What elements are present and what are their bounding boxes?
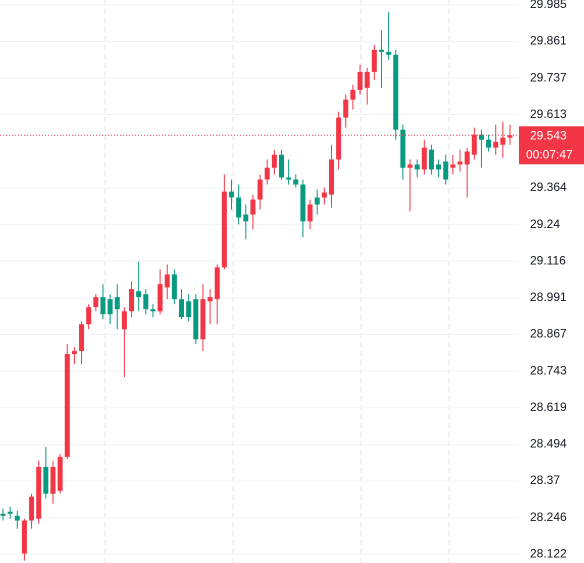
candle-body xyxy=(307,204,313,222)
candle-body xyxy=(421,147,427,170)
candle-body xyxy=(100,297,106,315)
candle-body xyxy=(129,289,135,312)
candle-body xyxy=(0,513,6,516)
candle-body xyxy=(414,164,420,170)
y-tick-label: 28.743 xyxy=(530,363,567,377)
candle-body xyxy=(43,466,49,494)
candle-body xyxy=(171,274,177,300)
candle-body xyxy=(57,456,63,491)
candle-body xyxy=(200,299,206,340)
y-tick-label: 28.494 xyxy=(530,437,567,451)
candle-body xyxy=(7,511,13,514)
candle-body xyxy=(193,299,199,340)
y-tick-label: 29.861 xyxy=(530,34,567,48)
candle-body xyxy=(229,191,235,198)
candle-body xyxy=(107,299,113,315)
candle-body xyxy=(443,161,449,180)
candle-body xyxy=(143,294,149,310)
candle-body xyxy=(457,161,463,165)
candle-body xyxy=(71,351,77,355)
time-grid xyxy=(104,0,450,563)
candle-body xyxy=(50,466,56,494)
y-tick-label: 29.24 xyxy=(530,217,560,231)
last-price-box xyxy=(519,126,584,165)
y-tick-label: 29.737 xyxy=(530,70,567,84)
y-tick-label: 29.364 xyxy=(530,180,567,194)
candle-body xyxy=(493,141,499,148)
candle-body xyxy=(371,49,377,72)
y-tick-label: 28.619 xyxy=(530,400,567,414)
candle-body xyxy=(464,151,470,165)
candle-body xyxy=(114,297,120,310)
last-price-label: 29.543 xyxy=(530,128,567,142)
candle-body xyxy=(243,214,249,222)
candle-body xyxy=(79,324,85,352)
candle-body xyxy=(507,135,513,138)
candle-body xyxy=(207,297,213,302)
y-tick-label: 28.991 xyxy=(530,290,567,304)
candle-body xyxy=(428,149,434,170)
candle-body xyxy=(321,192,327,198)
candle-body xyxy=(386,51,392,55)
candle-body xyxy=(471,134,477,155)
candle-body xyxy=(278,154,284,178)
candle-body xyxy=(93,297,99,308)
candle-body xyxy=(257,179,263,200)
candle-body xyxy=(86,307,92,325)
y-tick-label: 28.246 xyxy=(530,510,567,524)
candle-body xyxy=(286,177,292,180)
y-tick-label: 29.116 xyxy=(530,253,566,267)
candle-body xyxy=(221,191,227,268)
candle-body xyxy=(179,299,185,318)
candle-body xyxy=(157,284,163,312)
candle-body xyxy=(293,179,299,185)
candle-body xyxy=(136,291,142,298)
candle-body xyxy=(164,274,170,288)
countdown-label: 00:07:47 xyxy=(526,147,573,161)
candle-body xyxy=(21,520,27,554)
candle-body xyxy=(14,515,20,521)
candle-body xyxy=(186,301,192,318)
candle-body xyxy=(486,139,492,148)
candle-body xyxy=(400,129,406,168)
candle-body xyxy=(343,99,349,118)
candle-body xyxy=(300,184,306,222)
candle-body xyxy=(64,354,70,457)
candle-body xyxy=(364,71,370,88)
candle-body xyxy=(336,117,342,160)
candle-body xyxy=(328,159,334,195)
candle-body xyxy=(350,89,356,100)
candle-body xyxy=(36,466,42,519)
candle-body xyxy=(314,197,320,205)
candle-body xyxy=(478,134,484,140)
y-tick-label: 28.867 xyxy=(530,327,567,341)
candle-body xyxy=(264,167,270,180)
candle-body xyxy=(271,154,277,168)
candle-body xyxy=(407,164,413,168)
candle-body xyxy=(500,137,506,145)
candle-body xyxy=(450,164,456,168)
candle-body xyxy=(29,496,35,521)
candle-body xyxy=(214,267,220,300)
candle-body xyxy=(250,199,256,215)
candle-body xyxy=(150,309,156,312)
y-tick-label: 29.613 xyxy=(530,107,567,121)
y-tick-label: 28.122 xyxy=(530,546,567,560)
candle-body xyxy=(436,164,442,170)
y-tick-label: 28.37 xyxy=(530,473,560,487)
candle-body xyxy=(393,54,399,130)
candle-body xyxy=(236,197,242,218)
candle-body xyxy=(357,71,363,90)
y-tick-label: 29.985 xyxy=(530,0,567,11)
candle-body xyxy=(121,311,127,330)
candle-body xyxy=(378,49,384,52)
